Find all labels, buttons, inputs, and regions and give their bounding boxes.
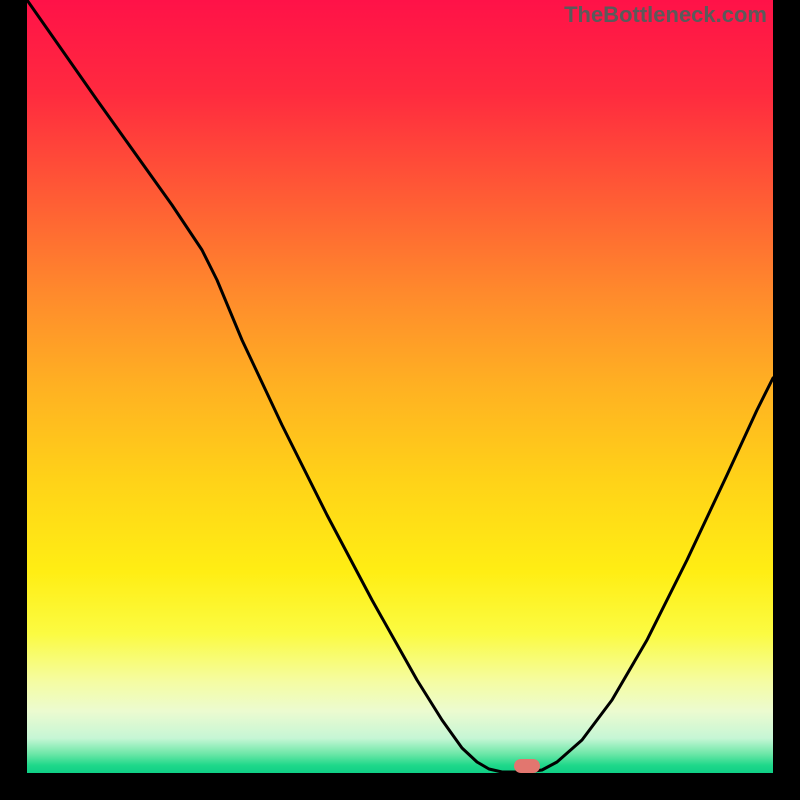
watermark-text: TheBottleneck.com (564, 2, 767, 28)
chart-frame: TheBottleneck.com (0, 0, 800, 800)
bottleneck-curve (27, 0, 773, 773)
optimal-point-marker (514, 759, 540, 773)
plot-area: TheBottleneck.com (27, 0, 773, 773)
watermark-label: TheBottleneck.com (564, 2, 767, 27)
